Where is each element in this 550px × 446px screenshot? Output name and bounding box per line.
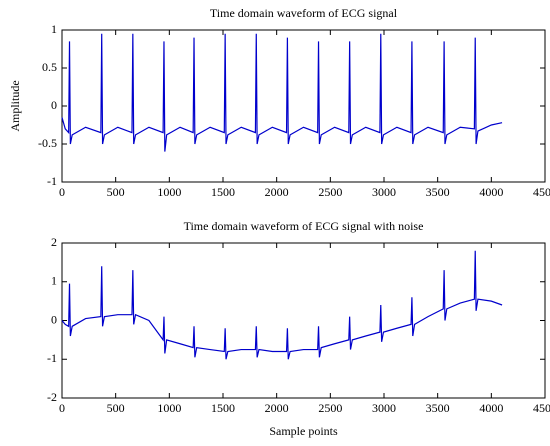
x-tick-label: 500	[107, 185, 125, 199]
y-tick-label: -1	[47, 351, 57, 365]
x-tick-label: 3500	[426, 401, 450, 415]
x-tick-label: 1000	[157, 401, 181, 415]
y-tick-label: -2	[47, 390, 57, 404]
x-tick-label: 1000	[157, 185, 181, 199]
x-axis-label: Sample points	[269, 424, 338, 438]
signal-line	[61, 250, 503, 360]
plot-area	[61, 29, 546, 183]
x-tick-label: 2000	[265, 401, 289, 415]
x-tick-label: 3000	[372, 185, 396, 199]
x-tick-label: 1500	[211, 185, 235, 199]
plot-area	[61, 242, 546, 399]
x-tick-label: 1500	[211, 401, 235, 415]
y-tick-label: 2	[51, 235, 57, 249]
x-tick-label: 2500	[318, 401, 342, 415]
chart-title: Time domain waveform of ECG signal	[210, 6, 398, 20]
x-tick-label: 0	[59, 185, 65, 199]
x-tick-label: 2000	[265, 185, 289, 199]
y-tick-label: 0.5	[42, 60, 57, 74]
y-tick-label: 0	[51, 98, 57, 112]
y-axis-label: Amplitude	[8, 80, 22, 131]
x-tick-label: 4500	[533, 401, 550, 415]
signal-line	[61, 33, 503, 152]
x-tick-label: 2500	[318, 185, 342, 199]
x-tick-label: 3500	[426, 185, 450, 199]
x-tick-label: 0	[59, 401, 65, 415]
y-tick-label: -1	[47, 174, 57, 188]
chart-title: Time domain waveform of ECG signal with …	[184, 219, 424, 233]
y-tick-label: -0.5	[38, 136, 57, 150]
y-tick-label: 0	[51, 312, 57, 326]
y-tick-label: 1	[51, 274, 57, 288]
x-tick-label: 4000	[479, 401, 503, 415]
x-tick-label: 4000	[479, 185, 503, 199]
x-tick-label: 500	[107, 401, 125, 415]
x-tick-label: 4500	[533, 185, 550, 199]
y-tick-label: 1	[51, 22, 57, 36]
x-tick-label: 3000	[372, 401, 396, 415]
